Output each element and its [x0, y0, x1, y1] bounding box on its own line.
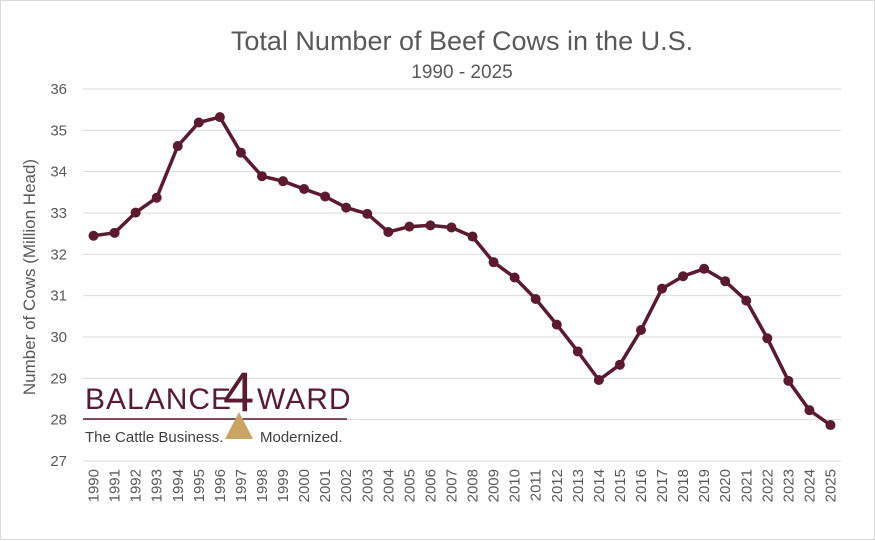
y-tick-label: 33 — [50, 205, 67, 222]
x-tick-label: 1991 — [107, 469, 124, 502]
x-tick-label: 2020 — [717, 469, 734, 502]
data-point — [193, 117, 204, 128]
x-tick-label: 1998 — [254, 469, 271, 502]
x-tick-label: 2025 — [822, 469, 839, 502]
x-tick-label: 2015 — [612, 469, 629, 502]
logo-triangle — [225, 412, 253, 439]
y-tick-label: 28 — [50, 412, 67, 429]
y-axis-ticks: 27 28 29 30 31 32 33 34 35 36 — [50, 81, 67, 470]
data-point — [509, 272, 520, 283]
y-tick-label: 27 — [50, 453, 67, 470]
data-point — [446, 222, 457, 233]
x-tick-label: 2012 — [549, 469, 566, 502]
logo-four: 4 — [223, 360, 254, 423]
data-point — [657, 283, 668, 294]
data-point — [783, 375, 794, 386]
data-point — [614, 359, 625, 370]
logo-word-balance: BALANCE — [85, 383, 232, 416]
y-tick-label: 31 — [50, 288, 67, 305]
x-tick-label: 2007 — [443, 469, 460, 502]
data-point — [151, 192, 162, 203]
data-point — [825, 420, 836, 431]
x-tick-label: 2023 — [780, 469, 797, 502]
x-tick-label: 1994 — [170, 469, 187, 502]
y-tick-label: 35 — [50, 122, 67, 139]
x-tick-label: 2010 — [507, 469, 524, 502]
data-point — [341, 202, 352, 213]
data-point — [235, 147, 246, 158]
data-point — [383, 227, 394, 238]
y-tick-label: 36 — [50, 81, 67, 98]
data-point — [320, 191, 331, 202]
x-tick-label: 2013 — [570, 469, 587, 502]
data-point — [467, 231, 478, 242]
chart-subtitle: 1990 - 2025 — [411, 62, 512, 83]
data-point — [530, 293, 541, 304]
x-tick-label: 1993 — [149, 469, 166, 502]
x-tick-label: 2002 — [338, 469, 355, 502]
data-point — [551, 319, 562, 330]
x-axis-ticks: 1990 1991 1992 1993 1994 1995 1996 1997 1998 1999… — [86, 469, 840, 502]
data-point — [88, 230, 99, 241]
data-point — [572, 346, 583, 357]
x-tick-label: 1990 — [86, 469, 103, 502]
data-point — [762, 333, 773, 344]
data-point — [488, 257, 499, 268]
y-tick-label: 32 — [50, 246, 67, 263]
y-tick-label: 29 — [50, 370, 67, 387]
x-tick-label: 2024 — [801, 469, 818, 502]
y-tick-label: 34 — [50, 164, 67, 181]
x-tick-label: 2018 — [675, 469, 692, 502]
logo-tagline-right: Modernized. — [260, 429, 343, 446]
x-tick-label: 1997 — [233, 469, 250, 502]
x-tick-label: 2014 — [591, 469, 608, 502]
data-point — [109, 227, 120, 238]
logo-word-ward: WARD — [257, 383, 352, 416]
x-tick-label: 2022 — [759, 469, 776, 502]
data-point — [278, 176, 289, 187]
data-point — [130, 207, 141, 218]
y-tick-label: 30 — [50, 329, 67, 346]
data-point — [172, 141, 183, 152]
data-point — [299, 184, 310, 195]
data-point — [804, 405, 815, 416]
data-point — [699, 263, 710, 274]
data-point — [741, 295, 752, 306]
x-tick-label: 2000 — [296, 469, 313, 502]
x-tick-label: 2003 — [359, 469, 376, 502]
data-point — [256, 171, 267, 182]
x-tick-label: 2001 — [317, 469, 334, 502]
data-point — [720, 276, 731, 287]
x-tick-label: 2021 — [738, 469, 755, 502]
data-point — [425, 220, 436, 231]
y-axis-label: Number of Cows (Million Head) — [20, 159, 39, 395]
data-point — [404, 221, 415, 232]
x-tick-label: 2017 — [654, 469, 671, 502]
x-tick-label: 1996 — [212, 469, 229, 502]
x-tick-label: 1992 — [128, 469, 145, 502]
data-point — [362, 208, 373, 219]
series-beef-cows — [88, 112, 836, 431]
balance-4ward-logo: BALANCE 4 WARD The Cattle Business. Mode… — [83, 360, 352, 446]
x-tick-label: 2019 — [696, 469, 713, 502]
x-tick-label: 2008 — [465, 469, 482, 502]
x-tick-label: 2016 — [633, 469, 650, 502]
data-point — [678, 271, 689, 282]
x-tick-label: 2006 — [422, 469, 439, 502]
x-tick-label: 2009 — [486, 469, 503, 502]
data-point — [635, 324, 646, 335]
data-point — [593, 374, 604, 385]
data-point — [214, 112, 225, 123]
x-tick-label: 2005 — [401, 469, 418, 502]
logo-tagline-left: The Cattle Business. — [85, 429, 223, 446]
x-tick-label: 1995 — [191, 469, 208, 502]
chart-title: Total Number of Beef Cows in the U.S. — [231, 26, 693, 56]
x-tick-label: 2004 — [380, 469, 397, 502]
x-tick-label: 2011 — [528, 469, 545, 501]
x-tick-label: 1999 — [275, 469, 292, 502]
